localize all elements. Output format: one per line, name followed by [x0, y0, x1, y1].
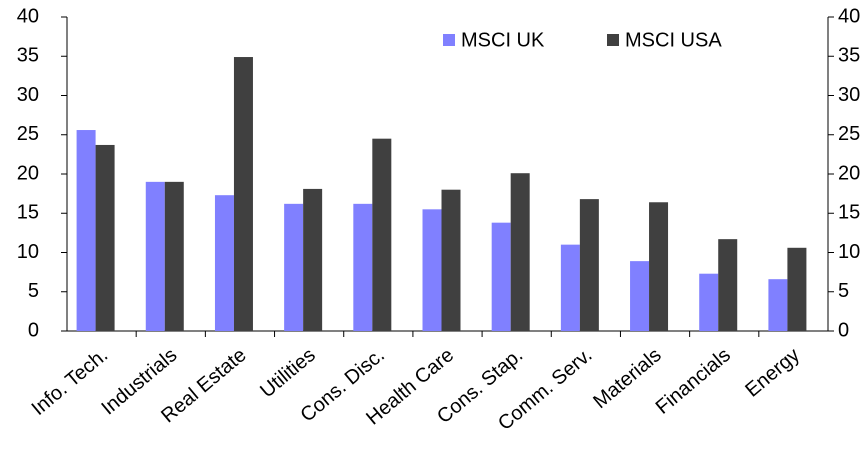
bar [422, 209, 442, 331]
legend-label: MSCI UK [461, 29, 545, 51]
legend-label: MSCI USA [625, 29, 722, 51]
bar [649, 202, 669, 331]
y2-tick-label: 10 [838, 241, 860, 263]
bar [441, 189, 461, 331]
legend-swatch [607, 34, 619, 46]
y2-tick-label: 5 [838, 280, 849, 302]
y-tick-label: 35 [17, 45, 39, 67]
y-tick-label: 10 [17, 241, 39, 263]
y2-tick-label: 0 [838, 319, 849, 341]
y2-tick-label: 25 [838, 123, 860, 145]
y2-tick-label: 30 [838, 84, 860, 106]
bar [718, 239, 738, 331]
bar [699, 273, 719, 331]
legend-swatch [443, 34, 455, 46]
x-tick-label: Financials [652, 344, 735, 419]
bar [284, 203, 304, 331]
x-tick-label: Info. Tech. [28, 344, 113, 420]
bar [510, 173, 530, 331]
bar [491, 222, 511, 331]
y-tick-label: 25 [17, 123, 39, 145]
bar [372, 138, 392, 331]
bar [214, 195, 234, 331]
bar [95, 144, 115, 331]
bar [560, 244, 580, 331]
bar [768, 279, 788, 331]
bar [353, 203, 373, 331]
x-tick-label: Energy [741, 344, 804, 402]
y-tick-label: 5 [28, 280, 39, 302]
y-tick-label: 20 [17, 162, 39, 184]
y-tick-label: 15 [17, 202, 39, 224]
bar [630, 261, 650, 331]
y-tick-label: 30 [17, 84, 39, 106]
x-tick-label: Utilities [256, 344, 320, 402]
y2-tick-label: 15 [838, 202, 860, 224]
y2-tick-label: 40 [838, 5, 860, 27]
y-tick-label: 0 [28, 319, 39, 341]
y2-tick-label: 20 [838, 162, 860, 184]
bar [303, 188, 323, 331]
bar [579, 199, 599, 331]
y-tick-label: 40 [17, 5, 39, 27]
bar [164, 181, 184, 331]
y2-tick-label: 35 [838, 45, 860, 67]
bar [76, 130, 96, 331]
bar [233, 57, 253, 331]
bar [787, 247, 807, 331]
bar [145, 181, 165, 331]
